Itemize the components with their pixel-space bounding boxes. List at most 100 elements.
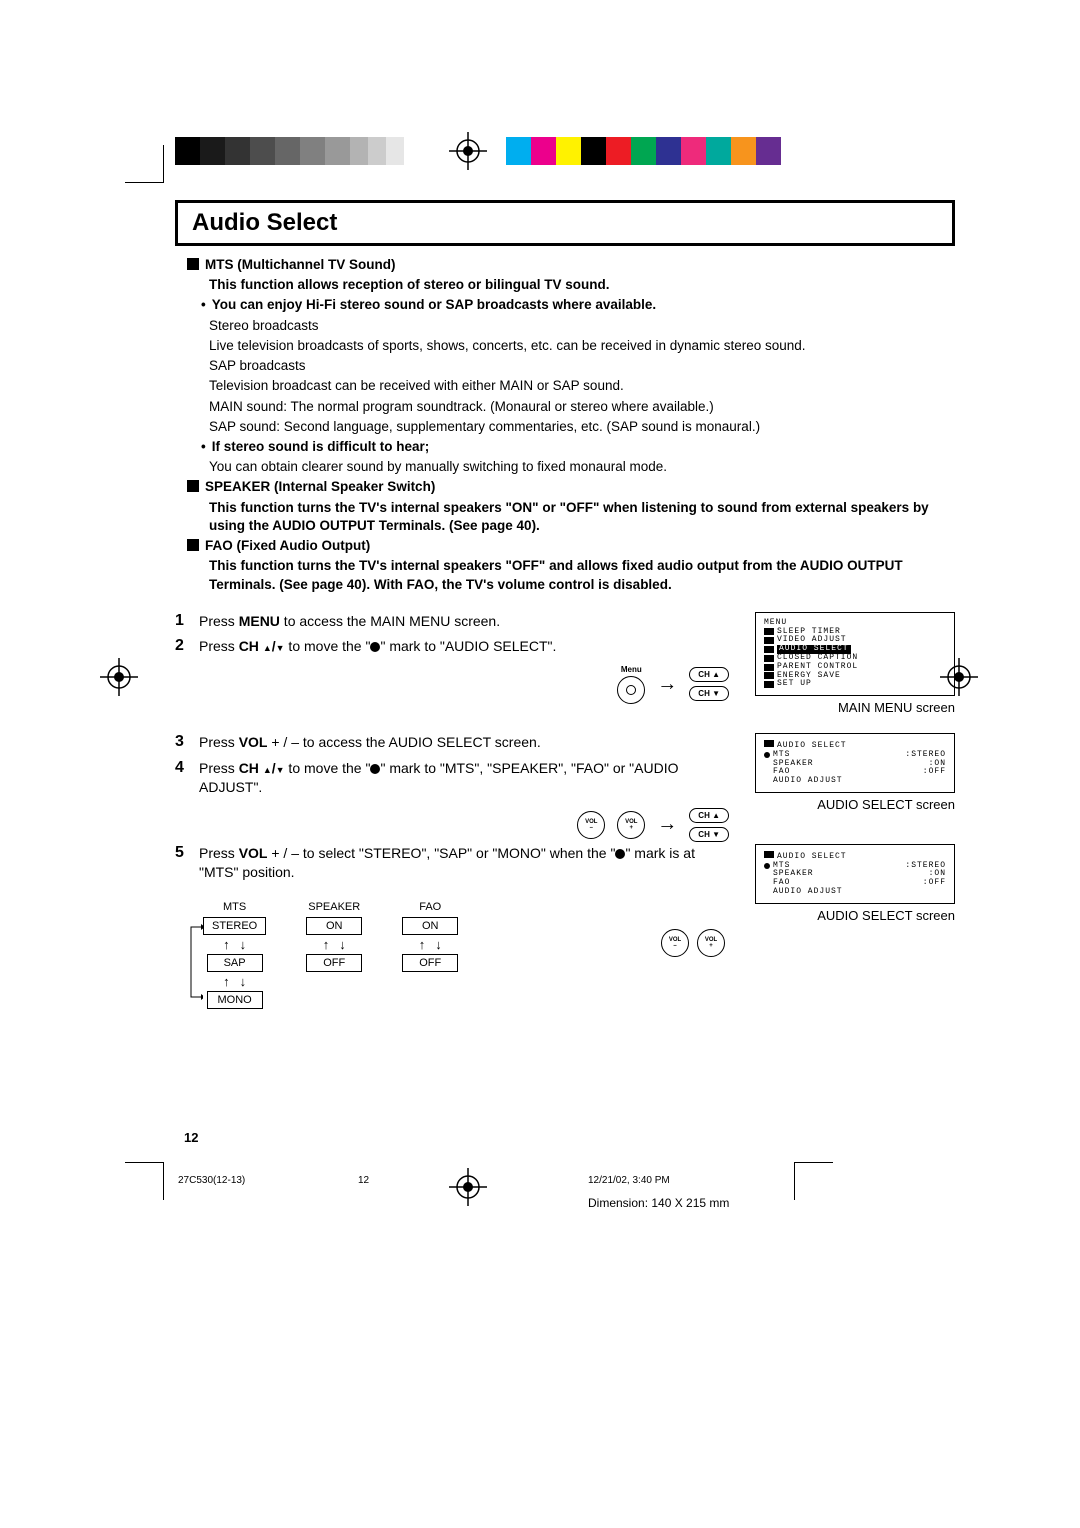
vol-plus-button: VOL + [697,929,725,957]
osd-item-icon [764,672,774,679]
intro-content: MTS (Multichannel TV Sound) This functio… [175,256,955,594]
osd-menu-item: SPEAKER:ON [764,760,946,769]
osd-item-label: SPEAKER [773,870,929,879]
vol-plus-button: VOL + [617,811,645,839]
col-head: MTS [203,901,266,913]
speaker-text: This function turns the TV's internal sp… [209,499,945,535]
hifi-line: You can enjoy Hi-Fi stereo sound or SAP … [201,296,945,314]
step-number: 5 [175,844,199,883]
fao-head: FAO (Fixed Audio Output) [205,538,370,553]
arrow-icon: → [657,673,677,696]
opt-value: OFF [306,954,362,972]
osd-main-menu: MENU SLEEP TIMERVIDEO ADJUSTAUDIO SELECT… [755,612,955,696]
mts-desc: This function allows reception of stereo… [209,276,945,294]
diff-head: If stereo sound is difficult to hear; [201,438,945,456]
stereo-text: Live television broadcasts of sports, sh… [209,337,945,355]
step-number: 1 [175,612,199,632]
mts-loop-connector [189,923,203,1001]
cropmark [125,1162,163,1163]
osd-selection-dot [764,752,770,758]
osd-item-value: :OFF [923,768,946,777]
stereo-head: Stereo broadcasts [209,317,945,335]
step-1-text: Press MENU to access the MAIN MENU scree… [199,612,737,632]
osd-audio2-caption: AUDIO SELECT screen [755,908,955,923]
square-bullet-icon [187,480,199,492]
opt-value: SAP [207,954,263,972]
options-table: MTS STEREO ↑↓ SAP ↑↓ MONO SPEAKER ON ↑↓ … [203,901,661,1009]
osd-menu-item: AUDIO ADJUST [764,777,946,786]
osd-audio-select-1: AUDIO SELECT MTS:STEREOSPEAKER:ONFAO:OFF… [755,733,955,793]
opt-value: ON [306,917,362,935]
page-number: 12 [184,1130,198,1145]
ch-up-button: CH ▲ [689,808,729,823]
sap-text2: MAIN sound: The normal program soundtrac… [209,398,945,416]
opt-value: MONO [207,991,263,1009]
opt-value: STEREO [203,917,266,935]
cropmark [795,1162,833,1163]
osd-item-icon [764,664,774,671]
remote-diagram-1: Menu → CH ▲ CH ▼ [175,665,729,704]
osd-audio1-caption: AUDIO SELECT screen [755,797,955,812]
osd-item-label: AUDIO ADJUST [773,777,946,786]
step-3-text: Press VOL + / – to access the AUDIO SELE… [199,733,737,753]
mts-heading: MTS (Multichannel TV Sound) [205,257,395,272]
menu-label: Menu [617,665,645,674]
cropmark [163,145,164,183]
osd-main-caption: MAIN MENU screen [755,700,955,715]
sap-text1: Television broadcast can be received wit… [209,377,945,395]
footer-dimension: Dimension: 140 X 215 mm [588,1196,729,1210]
speaker-col: SPEAKER ON ↑↓ OFF [306,901,362,1009]
ch-down-button: CH ▼ [689,827,729,842]
remote-diagram-2: VOL – VOL + → CH ▲ CH ▼ [175,806,729,844]
step-3: 3 Press VOL + / – to access the AUDIO SE… [175,733,737,753]
registration-mark-left [100,658,138,696]
updown-icon: ↑↓ [306,937,362,952]
vol-minus-button: VOL – [577,811,605,839]
remote-diagram-3: VOL – VOL + [661,929,725,957]
sap-head: SAP broadcasts [209,357,945,375]
sap-text3: SAP sound: Second language, supplementar… [209,418,945,436]
updown-icon: ↑↓ [402,937,458,952]
footer-page: 12 [358,1175,369,1186]
updown-icon: ↑↓ [203,937,266,952]
arrow-icon: → [657,813,677,836]
square-bullet-icon [187,539,199,551]
footer-date: 12/21/02, 3:40 PM [588,1175,670,1186]
step-1: 1 Press MENU to access the MAIN MENU scr… [175,612,737,632]
step-number: 3 [175,733,199,753]
step-number: 2 [175,637,199,657]
osd-item-value: :OFF [923,879,946,888]
step-2-text: Press CH / to move the "" mark to "AUDIO… [199,637,737,657]
osd-audio-select-2: AUDIO SELECT MTS:STEREOSPEAKER:ONFAO:OFF… [755,844,955,904]
osd-item-icon [764,637,774,644]
osd-title: AUDIO SELECT [777,852,847,861]
osd-item-label: SET UP [777,680,812,689]
step-number: 4 [175,759,199,798]
menu-button-icon [617,676,645,704]
cropmark [125,182,163,183]
cropmark [163,1162,164,1200]
opt-value: OFF [402,954,458,972]
col-head: SPEAKER [306,901,362,913]
ch-up-button: CH ▲ [689,667,729,682]
step-5: 5 Press VOL + / – to select "STEREO", "S… [175,844,737,883]
col-head: FAO [402,901,458,913]
fao-col: FAO ON ↑↓ OFF [402,901,458,1009]
step-4-text: Press CH / to move the "" mark to "MTS",… [199,759,737,798]
diff-text: You can obtain clearer sound by manually… [209,458,945,476]
osd-item-label: SPEAKER [773,760,929,769]
osd-menu-item: SPEAKER:ON [764,870,946,879]
vol-minus-button: VOL – [661,929,689,957]
speaker-head: SPEAKER (Internal Speaker Switch) [205,479,435,494]
step-5-text: Press VOL + / – to select "STEREO", "SAP… [199,844,737,883]
osd-title: AUDIO SELECT [777,741,847,750]
opt-value: ON [402,917,458,935]
osd-item-icon [764,655,774,662]
osd-menu-item: AUDIO ADJUST [764,888,946,897]
cropmark [794,1162,795,1200]
osd-menu-item: SET UP [764,680,946,689]
updown-icon: ↑↓ [203,974,266,989]
osd-selection-dot [764,863,770,869]
osd-item-icon [764,646,774,653]
step-2: 2 Press CH / to move the "" mark to "AUD… [175,637,737,657]
